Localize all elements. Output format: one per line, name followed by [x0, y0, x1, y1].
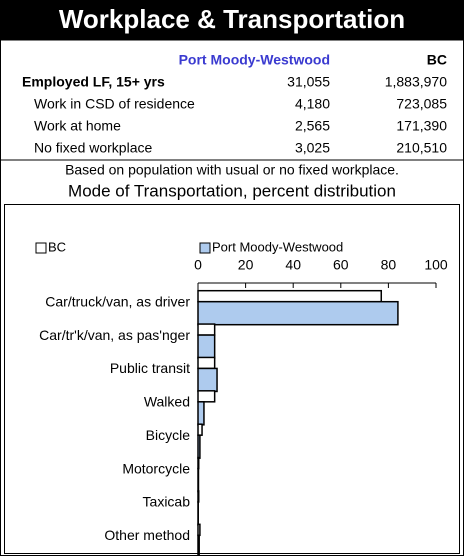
legend-label: Port Moody-Westwood — [212, 239, 343, 254]
cell: 171,390 — [396, 118, 447, 134]
cell: 4,180 — [295, 96, 330, 112]
category-label: Taxicab — [143, 494, 191, 510]
row-label: Work at home — [34, 118, 121, 134]
title-banner — [0, 0, 464, 40]
bar — [197, 334, 216, 359]
bar — [197, 323, 216, 336]
bar — [197, 401, 205, 426]
bar — [197, 423, 203, 436]
category-label: Car/truck/van, as driver — [45, 293, 190, 309]
category-label: Bicycle — [146, 427, 191, 443]
x-tick-label: 40 — [285, 257, 301, 273]
cell: 210,510 — [396, 140, 447, 156]
legend-label: BC — [48, 239, 66, 254]
category-label: Other method — [104, 527, 190, 543]
bar — [197, 367, 218, 393]
cell: 3,025 — [295, 140, 330, 156]
legend-swatch — [199, 242, 211, 254]
note: Based on population with usual or no fix… — [65, 162, 399, 178]
bar — [197, 300, 399, 326]
row-label: No fixed workplace — [34, 140, 152, 156]
chart-title: Mode of Transportation, percent distribu… — [68, 181, 396, 200]
bar — [197, 289, 383, 303]
bar — [197, 390, 216, 403]
cell: 2,565 — [295, 118, 330, 134]
cell: 31,055 — [287, 74, 330, 90]
category-label: Public transit — [110, 360, 190, 376]
column-header: Port Moody-Westwood — [179, 52, 330, 68]
legend-swatch — [35, 242, 47, 254]
category-label: Walked — [144, 394, 190, 410]
chart-frame — [4, 204, 460, 554]
category-label: Motorcycle — [122, 460, 190, 476]
x-tick-label: 0 — [194, 257, 202, 273]
x-tick-label: 20 — [238, 257, 254, 273]
x-tick-label: 80 — [381, 257, 397, 273]
category-label: Car/tr'k/van, as pas'nger — [39, 327, 190, 343]
column-header: BC — [427, 52, 447, 68]
cell: 1,883,970 — [385, 74, 447, 90]
cell: 723,085 — [396, 96, 447, 112]
page-title: Workplace & Transportation — [59, 4, 405, 34]
x-tick-label: 100 — [424, 257, 448, 273]
bar — [197, 356, 216, 370]
row-label: Employed LF, 15+ yrs — [22, 74, 165, 90]
row-label: Work in CSD of residence — [34, 96, 195, 112]
x-tick-label: 60 — [333, 257, 349, 273]
